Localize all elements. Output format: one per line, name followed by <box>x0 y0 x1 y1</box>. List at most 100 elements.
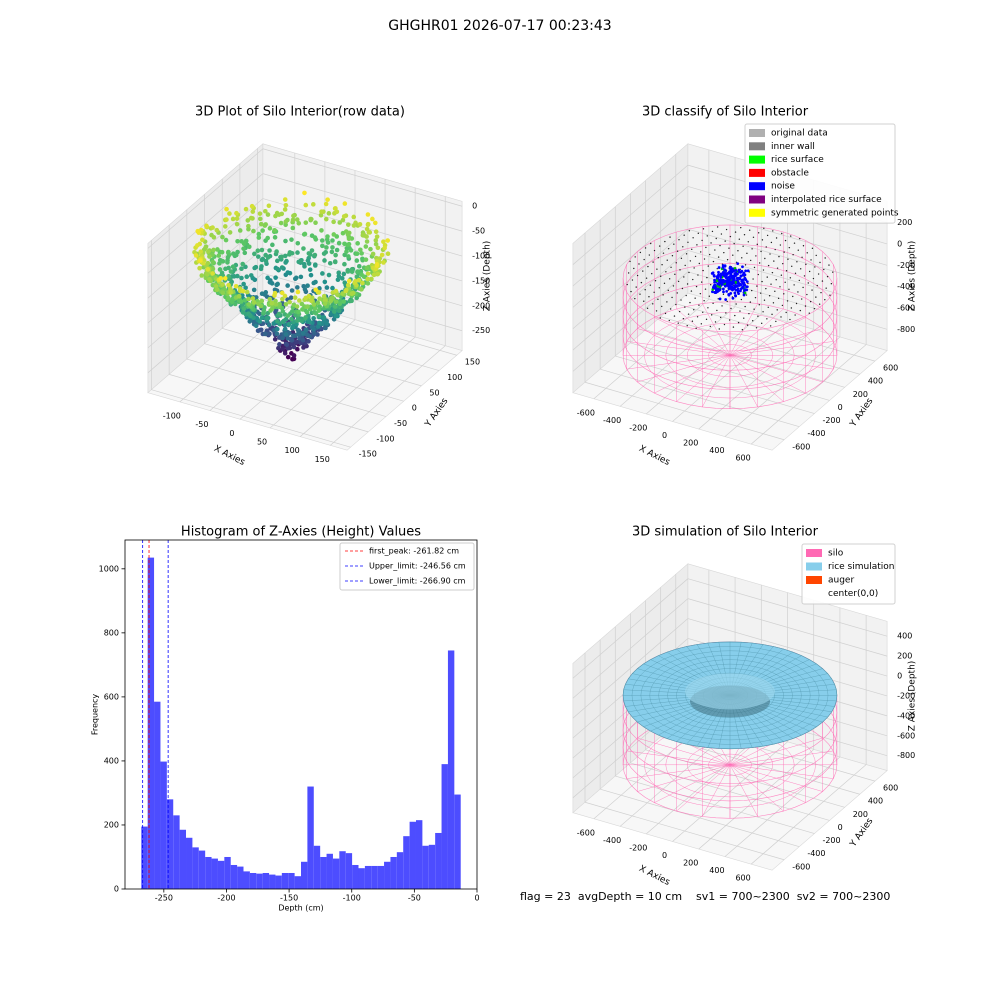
bar <box>281 872 289 889</box>
point-cloud-dot <box>290 324 296 330</box>
grid-line <box>600 368 800 427</box>
noise-dot <box>733 272 737 275</box>
surface-dot <box>714 249 716 251</box>
point-cloud-dot <box>313 237 319 242</box>
y-tick-label: 800 <box>104 628 119 637</box>
noise-dot <box>721 287 725 291</box>
point-cloud-dot <box>305 304 310 309</box>
surface-dot <box>734 314 736 317</box>
footer-text: flag = 23 avgDepth = 10 cm sv1 = 700~230… <box>520 890 890 903</box>
legend-label: Lower_limit: -266.90 cm <box>369 577 466 586</box>
bar <box>358 868 365 889</box>
surface-dot <box>770 283 772 285</box>
point-cloud-dot <box>287 299 292 305</box>
silo-floor-line <box>729 737 823 766</box>
surface-dot <box>680 299 682 301</box>
grid-line <box>204 343 404 402</box>
noise-dot <box>715 279 719 282</box>
point-cloud-dot <box>220 290 226 296</box>
bar <box>320 856 327 889</box>
legend-label: silo <box>828 549 844 559</box>
point-cloud-dot <box>322 258 327 263</box>
surface-dot <box>782 262 784 265</box>
legend-swatch <box>749 182 765 191</box>
bar <box>390 856 397 889</box>
surface-dot <box>761 280 763 283</box>
point-cloud-dot <box>279 290 285 296</box>
point-cloud-dot <box>241 281 246 287</box>
point-cloud-dot <box>336 273 342 279</box>
point-cloud-dot <box>218 275 224 281</box>
point-cloud-dot <box>282 326 288 332</box>
surface-dot <box>730 307 732 310</box>
point-cloud-dot <box>295 285 300 290</box>
point-cloud-dot <box>193 253 199 258</box>
z-tick-label: 0 <box>897 239 902 248</box>
surface-dot <box>689 301 691 304</box>
surface-dot <box>772 302 775 304</box>
point-cloud-dot <box>336 308 342 314</box>
surface-dot <box>716 309 718 312</box>
point-cloud-dot <box>373 241 379 247</box>
point-cloud-dot <box>315 300 321 305</box>
surface-dot <box>700 251 702 253</box>
x-tick-label: -50 <box>195 420 208 429</box>
z-tick-label: 0 <box>897 672 902 681</box>
point-cloud-dot <box>349 298 354 304</box>
point-cloud-dot <box>223 237 229 243</box>
surface-dot <box>676 250 679 252</box>
point-cloud-dot <box>272 287 278 293</box>
surface-dot <box>697 232 700 235</box>
z-tick-label: -200 <box>472 301 490 310</box>
surface-dot <box>687 241 689 243</box>
surface-dot <box>816 284 818 287</box>
point-cloud-dot <box>306 339 311 344</box>
noise-dot <box>715 290 719 294</box>
noise-dot <box>745 288 749 292</box>
surface-dot <box>773 260 775 262</box>
point-cloud-dot <box>295 250 300 255</box>
noise-dot <box>739 274 743 278</box>
point-cloud-dot <box>211 247 216 253</box>
point-cloud-dot <box>235 239 240 244</box>
point-cloud-dot <box>324 245 329 250</box>
point-cloud-dot <box>306 261 312 266</box>
point-cloud-dot <box>272 235 278 240</box>
point-cloud-dot <box>351 214 357 220</box>
surface-dot <box>669 308 672 310</box>
y-tick-label: -200 <box>822 836 840 845</box>
noise-dot <box>717 270 720 274</box>
grid-line <box>645 329 845 388</box>
surface-dot <box>728 319 731 321</box>
point-cloud-dot <box>365 281 371 286</box>
surface-dot <box>820 291 822 294</box>
silo-floor-line <box>729 764 806 803</box>
noise-dot <box>719 273 723 277</box>
surface-dot <box>748 312 750 315</box>
noise-dot <box>732 281 735 285</box>
silo-floor-line <box>729 355 834 370</box>
silo-floor-line <box>702 764 731 817</box>
point-cloud-dot <box>244 289 250 295</box>
point-cloud-dot <box>286 321 292 327</box>
y-tick-label: -50 <box>394 419 407 428</box>
point-cloud-dot <box>325 197 330 202</box>
surface-dot <box>707 265 709 267</box>
legend-swatch <box>749 142 765 151</box>
subplot-title: 3D classify of Silo Interior <box>642 105 809 120</box>
point-cloud-dot <box>357 221 363 227</box>
point-cloud-dot <box>283 238 288 244</box>
point-cloud-dot <box>297 298 302 303</box>
grid-line <box>687 250 888 309</box>
point-cloud-dot <box>312 305 318 311</box>
point-cloud-dot <box>230 264 236 270</box>
noise-dot <box>720 279 724 283</box>
point-cloud-dot <box>322 297 328 303</box>
surface-dot <box>775 279 777 281</box>
surface-dot <box>709 284 712 286</box>
surface-dot <box>794 272 797 275</box>
point-cloud-dot <box>274 249 279 254</box>
surface-dot <box>825 287 827 289</box>
surface-dot <box>689 260 692 262</box>
point-cloud-dot <box>344 249 349 254</box>
